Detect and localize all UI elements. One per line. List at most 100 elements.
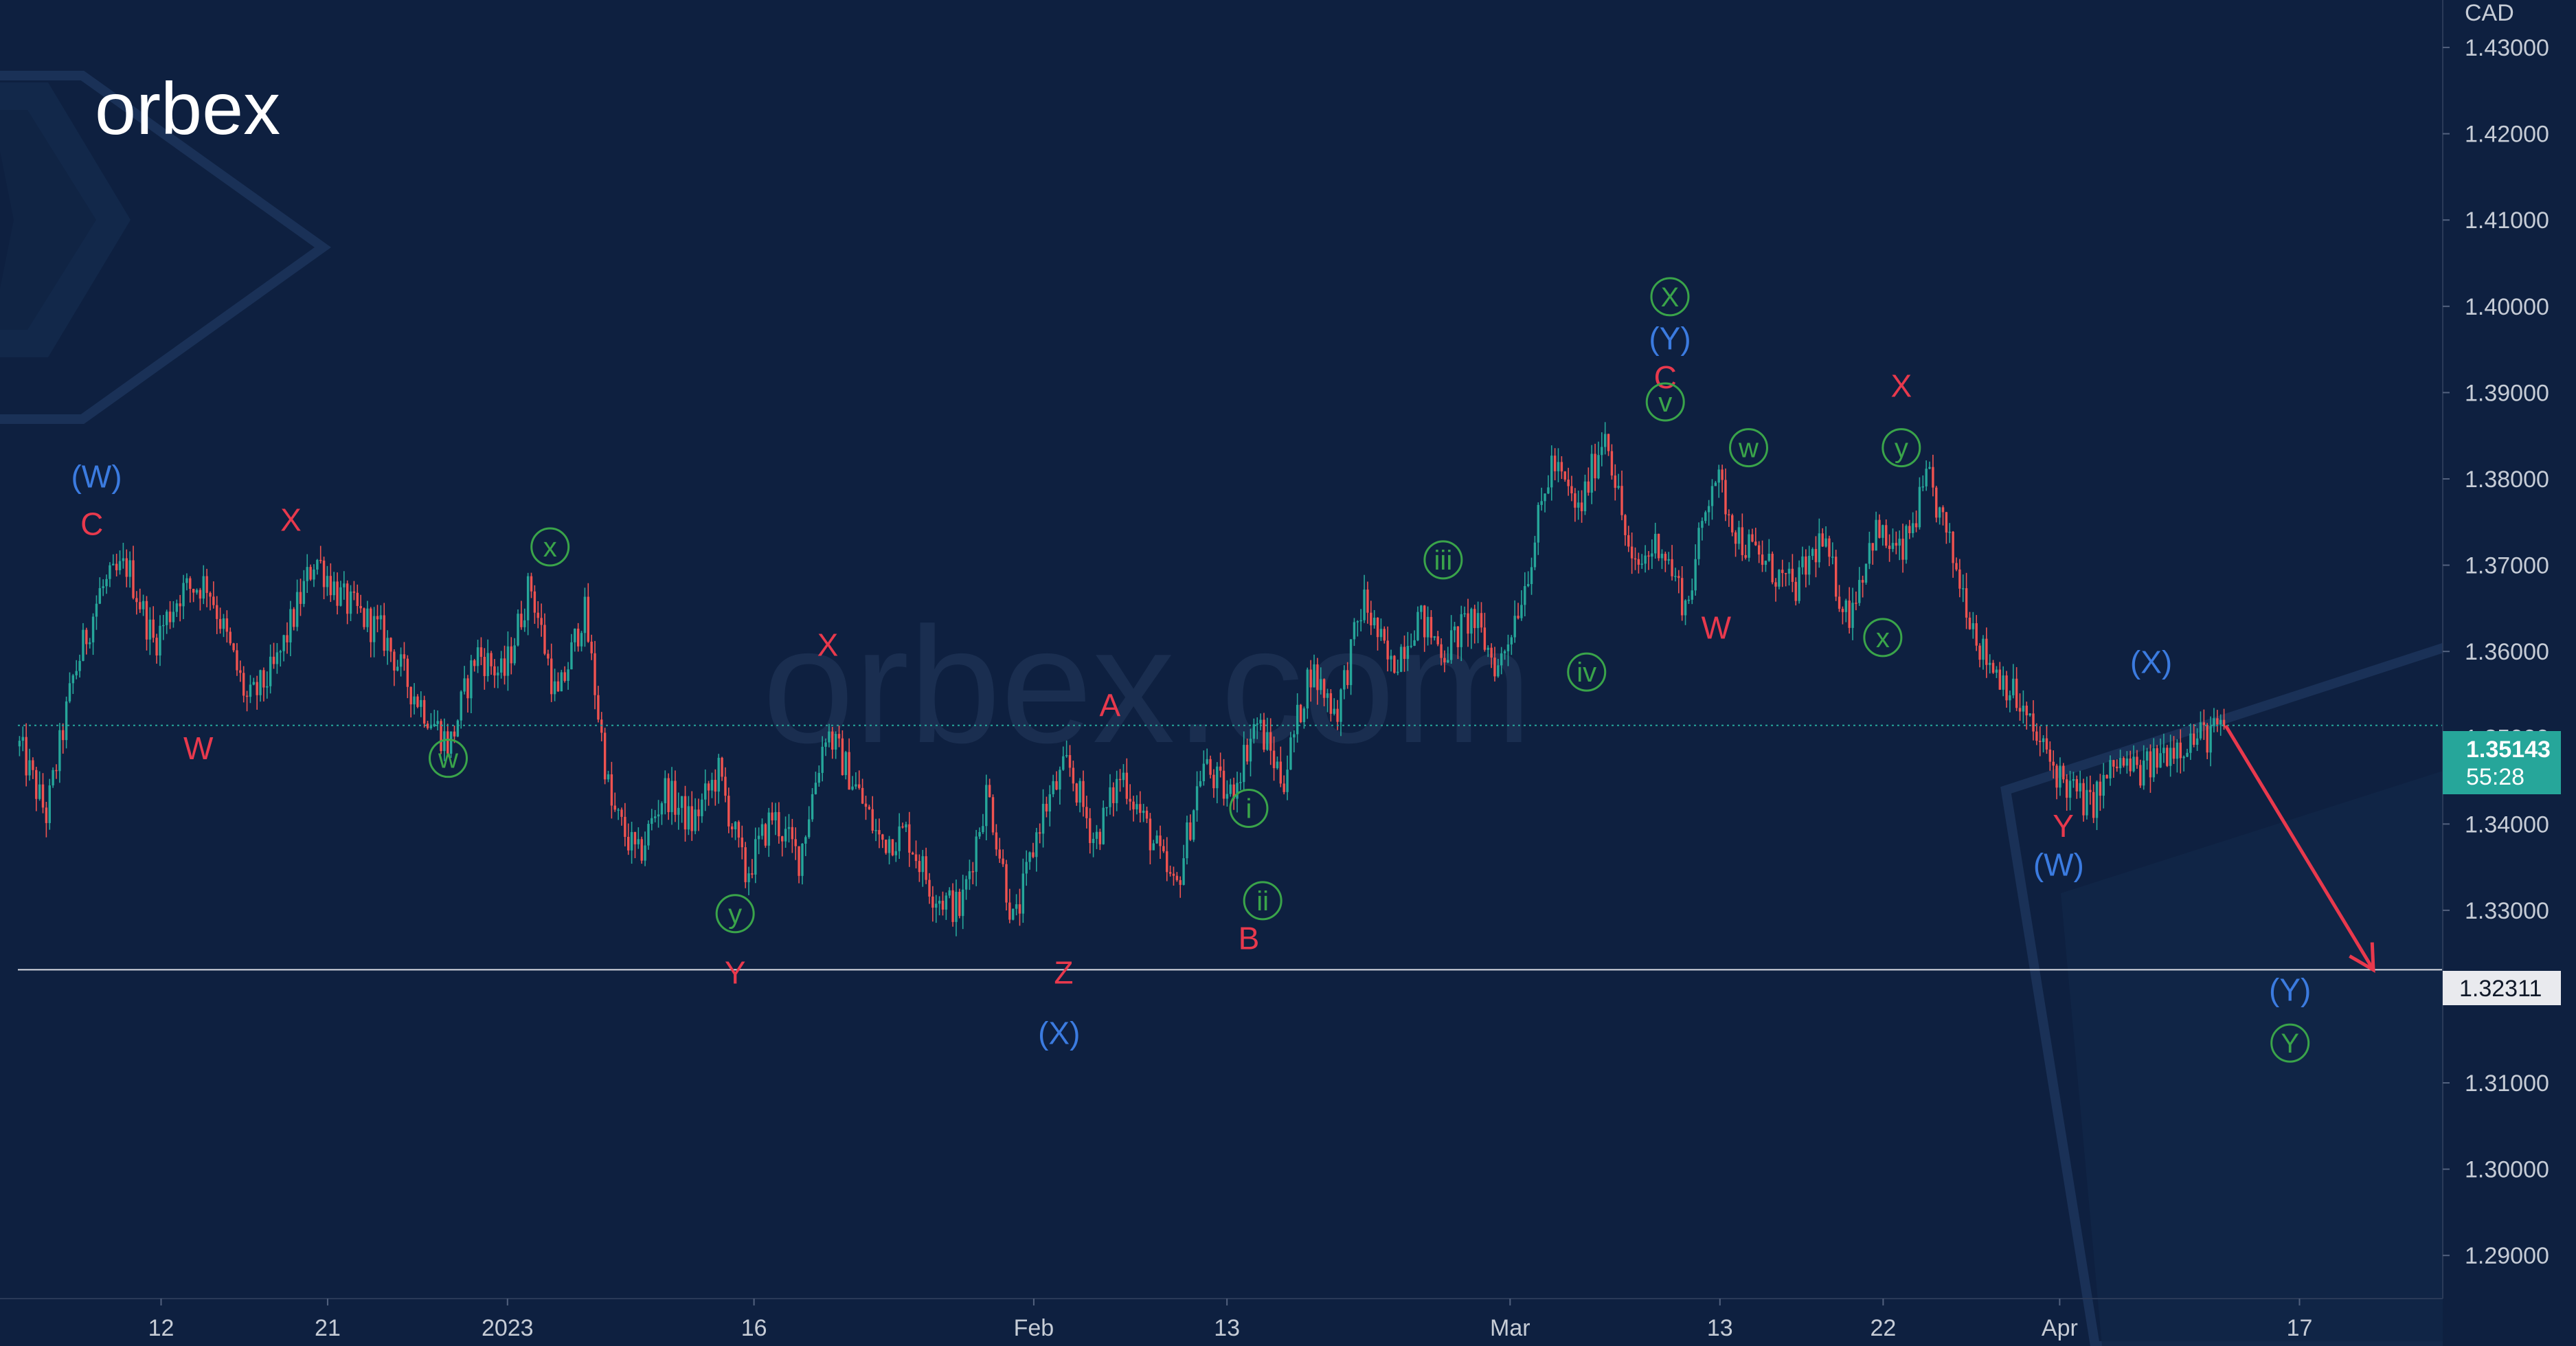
- candle-body: [510, 646, 512, 664]
- candle-body: [1533, 542, 1537, 568]
- candle-body: [1671, 559, 1673, 576]
- candle-body: [1162, 846, 1165, 851]
- candle-body: [1657, 533, 1660, 559]
- candle-body: [2195, 738, 2199, 745]
- candle-body: [1005, 864, 1008, 903]
- candle-body: [583, 596, 587, 633]
- time-axis-ticks: 12 21 2023 16 Feb 13 Mar 13 22 Apr 17: [148, 1299, 2313, 1341]
- candle-body: [653, 816, 657, 818]
- candle-body: [1828, 538, 1831, 557]
- candle-body: [1851, 603, 1854, 628]
- candle-body: [1333, 708, 1335, 714]
- currency-label: CAD: [2465, 0, 2514, 26]
- candle-body: [727, 796, 730, 827]
- time-axis[interactable]: 12 21 2023 16 Feb 13 Mar 13 22 Apr 17: [0, 1298, 2443, 1341]
- candle-body: [828, 731, 831, 743]
- candle-body: [587, 596, 589, 642]
- candle-body: [1935, 487, 1938, 518]
- candle-body: [2068, 781, 2072, 798]
- candle-body: [476, 647, 479, 666]
- candle-body: [115, 563, 118, 570]
- candle-body: [1737, 527, 1741, 544]
- price-axis-background: [2443, 0, 2576, 1346]
- candle-body: [901, 826, 904, 828]
- candle-body: [556, 681, 560, 692]
- candle-body: [1403, 647, 1406, 659]
- candle-body: [503, 658, 506, 676]
- candle-body: [1624, 515, 1627, 535]
- candle-body: [687, 806, 690, 830]
- candle-body: [486, 653, 489, 676]
- wave-label-text: (W): [2033, 847, 2084, 883]
- candle-body: [787, 827, 791, 829]
- candle-body: [1547, 487, 1550, 494]
- wave-label-circle: [2270, 1023, 2310, 1063]
- candle-body: [697, 809, 700, 816]
- candle-body: [1343, 670, 1346, 690]
- time-tick-label: 12: [148, 1315, 174, 1341]
- candle-body: [1179, 879, 1182, 885]
- candle-body: [931, 896, 934, 908]
- candle-body: [574, 628, 576, 642]
- candle-body: [1834, 557, 1838, 597]
- candle-body: [1447, 660, 1449, 663]
- candle-body: [21, 737, 25, 741]
- candle-body: [1125, 772, 1129, 799]
- candle-body: [1855, 603, 1857, 604]
- candle-body: [807, 819, 811, 838]
- candle-body: [2022, 706, 2025, 712]
- candle-body: [91, 616, 95, 642]
- candle-body: [717, 757, 720, 792]
- candle-body: [1052, 781, 1054, 794]
- candle-body: [1386, 640, 1389, 660]
- candle-body: [778, 811, 780, 837]
- candle-body: [1463, 613, 1466, 615]
- wave-labels: (W)CWXxwXyYAZ(X)iiiBiiiivX(Y)CvwWXyx(X)Y…: [71, 277, 2311, 1063]
- candle-body: [2159, 753, 2162, 768]
- price-axis[interactable]: CAD 1.430001.420001.410001.400001.390001…: [2442, 0, 2576, 1346]
- watermark-text: orbex.com: [762, 593, 1532, 777]
- candle-body: [1838, 596, 1841, 609]
- candle-body: [366, 608, 369, 627]
- candle-body: [617, 809, 620, 811]
- candle-body: [289, 609, 292, 642]
- candle-body: [1728, 514, 1730, 516]
- candle-body: [2029, 713, 2031, 716]
- candle-body: [964, 879, 968, 890]
- candle-body: [1433, 636, 1436, 638]
- candle-body: [580, 633, 583, 647]
- candle-body: [1416, 612, 1419, 640]
- candle-body: [1089, 818, 1092, 843]
- wave-label-text: Z: [1054, 955, 1073, 991]
- candle-body: [1209, 759, 1212, 775]
- wave-label-blue: (Y): [2269, 972, 2311, 1008]
- candle-body: [1941, 507, 1945, 513]
- candle-body: [1072, 767, 1075, 784]
- time-tick-label: 17: [2287, 1315, 2313, 1341]
- candle-body: [851, 786, 854, 790]
- candle-body: [855, 784, 857, 787]
- candle-body: [1955, 563, 1958, 570]
- candle-body: [1152, 843, 1155, 851]
- price-tick-label: 1.37000: [2465, 553, 2549, 579]
- candle-body: [18, 741, 21, 747]
- candle-body: [185, 578, 188, 583]
- candle-body: [1082, 781, 1085, 807]
- candle-body: [1594, 453, 1596, 479]
- candle-body: [1102, 807, 1105, 844]
- candle-body: [1008, 902, 1011, 920]
- candle-body: [1620, 486, 1623, 515]
- candle-body: [2116, 766, 2119, 769]
- candle-body: [506, 646, 510, 676]
- candle-body: [463, 678, 466, 692]
- wave-label-red: Y: [2053, 808, 2074, 844]
- candle-body: [1366, 590, 1369, 613]
- candle-body: [1748, 534, 1750, 558]
- candle-body: [225, 618, 229, 632]
- candle-body: [1687, 599, 1691, 601]
- candle-body: [714, 780, 717, 792]
- candle-body: [1644, 555, 1647, 564]
- wave-label-green-circled: y: [1882, 428, 1921, 468]
- candle-body: [1630, 546, 1634, 559]
